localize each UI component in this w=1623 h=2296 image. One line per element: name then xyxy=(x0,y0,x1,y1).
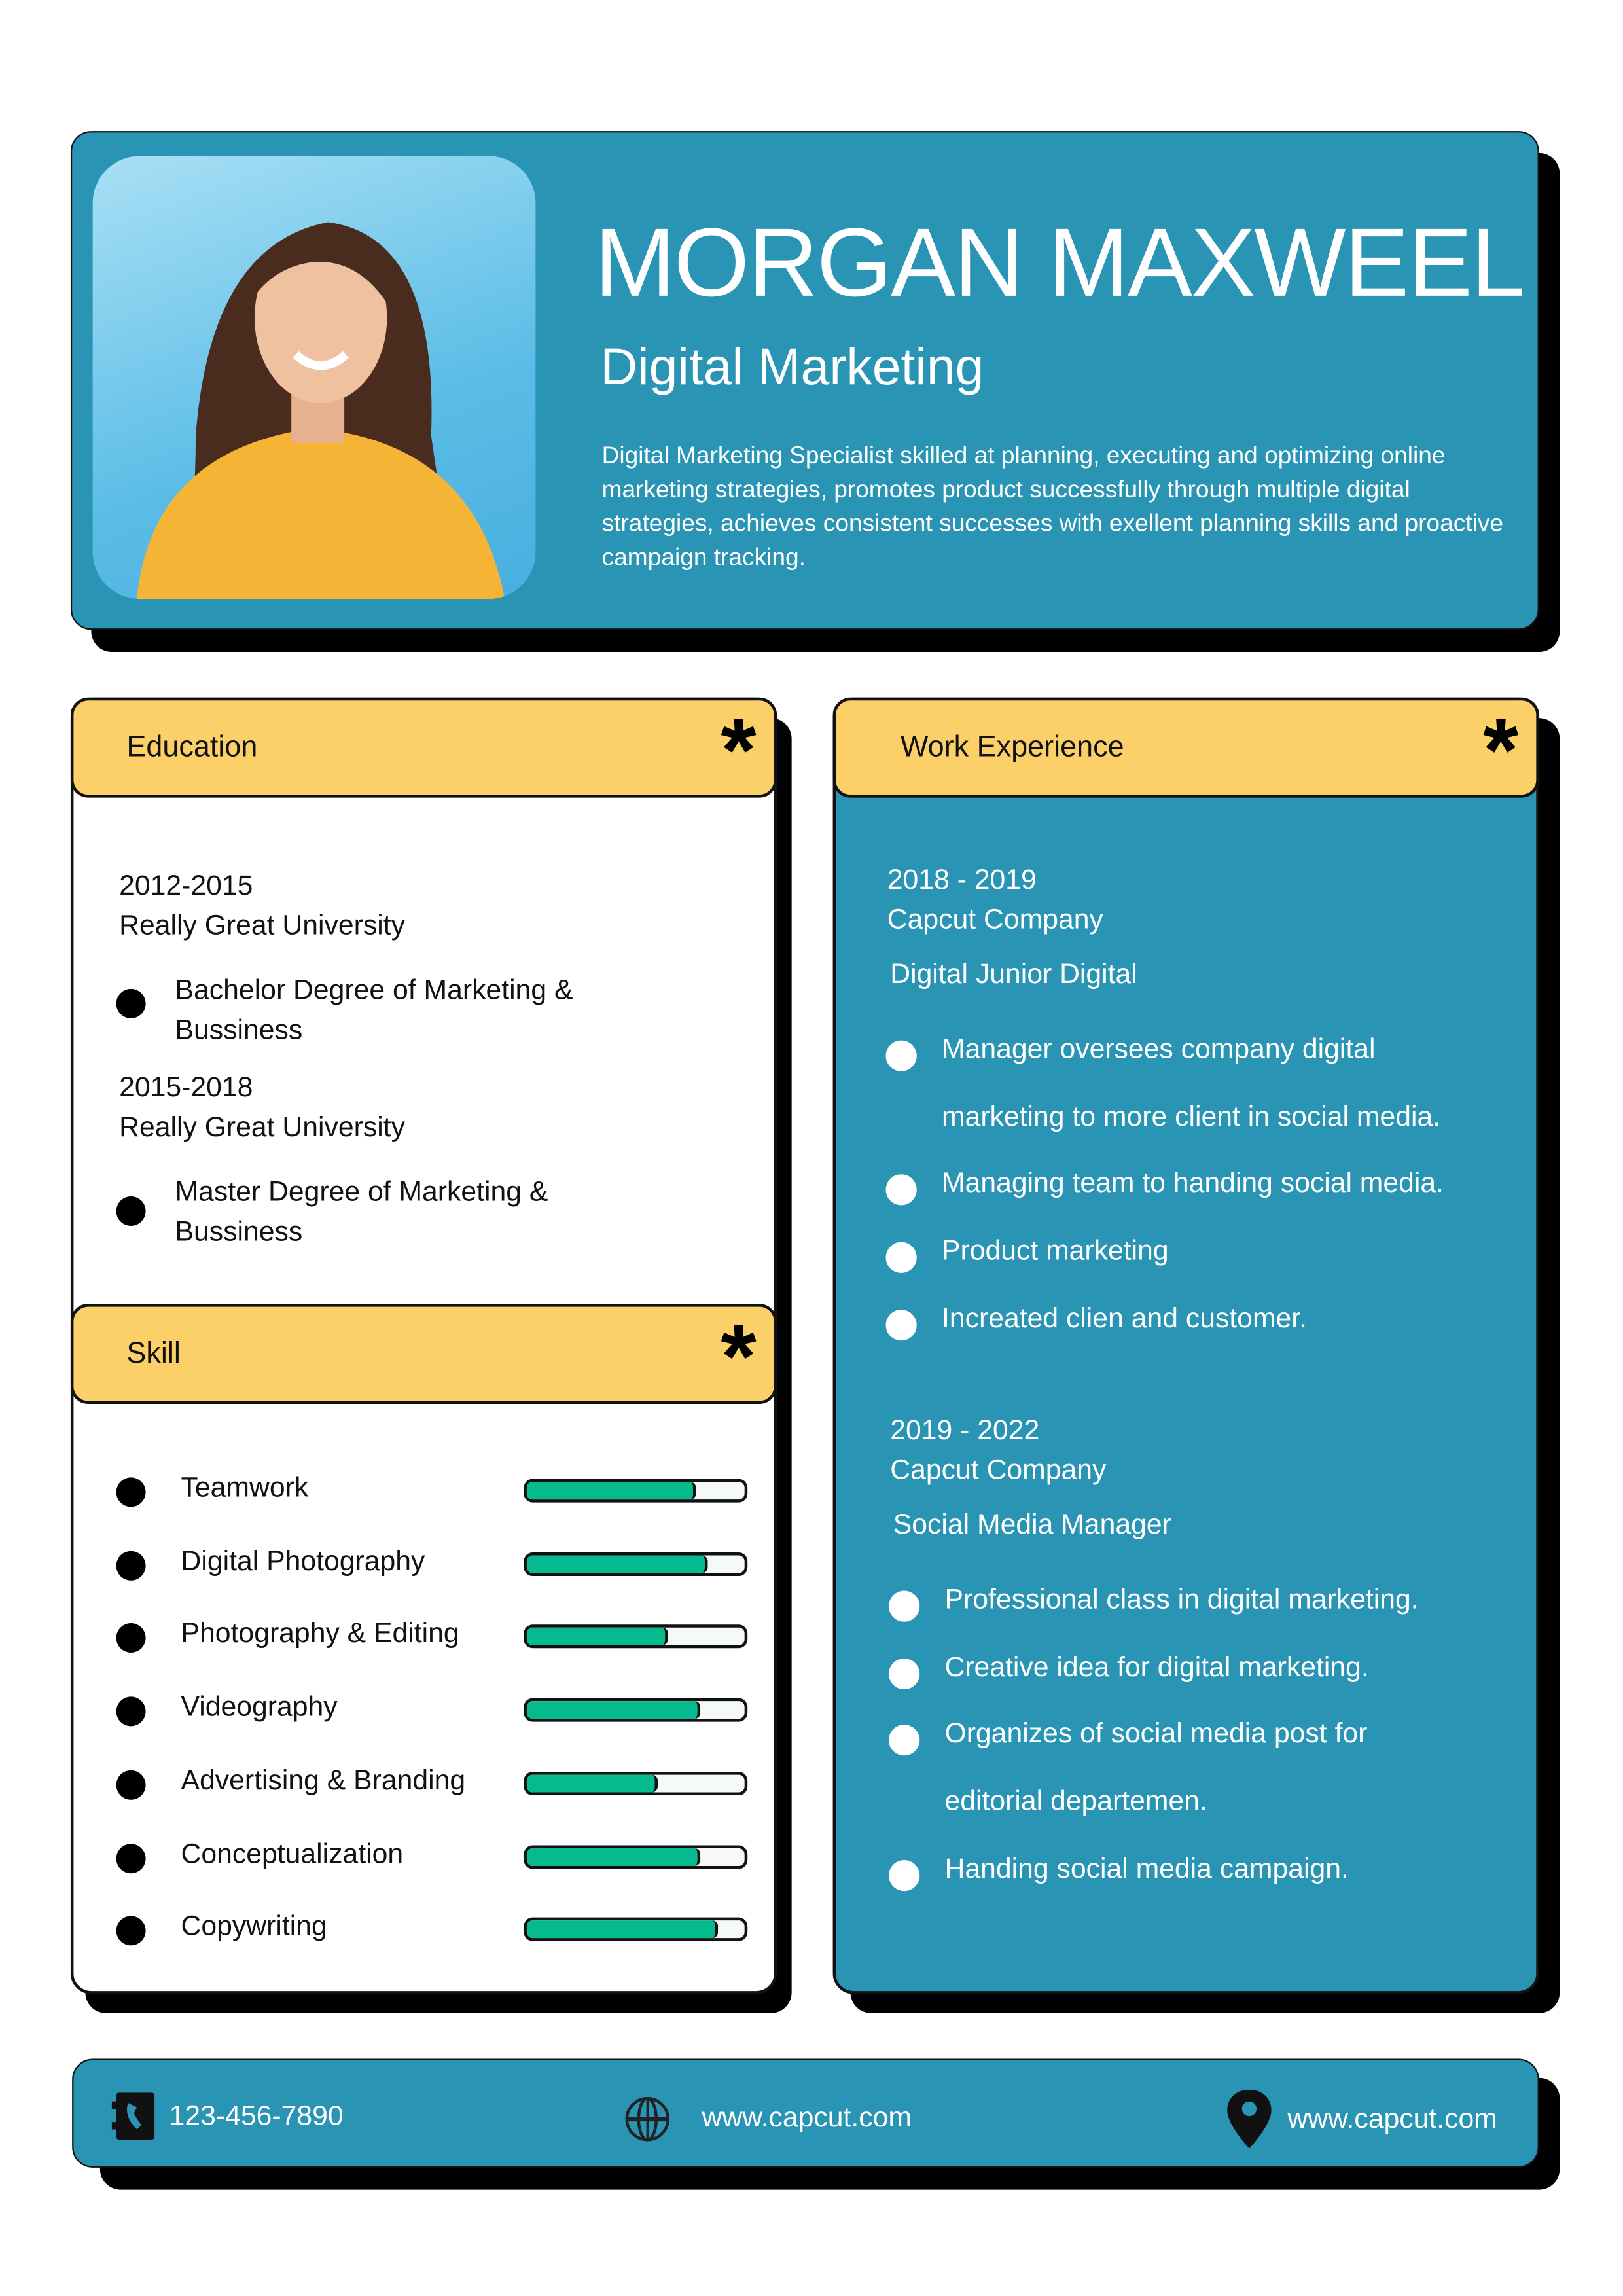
skill-level-fill xyxy=(526,1554,708,1573)
edu-school: Really Great University xyxy=(119,1112,405,1144)
skill-label: Digital Photography xyxy=(181,1546,425,1577)
education-header: Education * xyxy=(70,697,777,802)
skill-label: Conceptualization xyxy=(181,1839,404,1870)
skill-level-bar xyxy=(524,1844,748,1869)
bullet-icon xyxy=(889,1590,920,1622)
header-card: MORGAN MAXWEEL Digital Marketing Digital… xyxy=(70,131,1539,630)
degree-line: Master Degree of Marketing & xyxy=(175,1177,548,1208)
skill-level-fill xyxy=(526,1482,697,1500)
job-bullet: marketing to more client in social media… xyxy=(941,1102,1441,1133)
edu-school: Really Great University xyxy=(119,910,405,942)
skill-level-bar xyxy=(524,1918,748,1942)
bullet-icon xyxy=(885,1175,917,1206)
job-years: 2018 - 2019 xyxy=(887,865,1037,897)
skill-header: Skill * xyxy=(70,1304,777,1408)
degree-line: Bussiness xyxy=(175,1015,303,1047)
summary: Digital Marketing Specialist skilled at … xyxy=(601,442,1504,571)
job-bullet: Handing social media campaign. xyxy=(944,1854,1349,1885)
work-heading: Work Experience xyxy=(901,730,1124,763)
edu-degree: Bachelor Degree of Marketing & Bussiness xyxy=(175,971,573,1050)
bullet-icon xyxy=(116,988,146,1018)
bullet-icon xyxy=(116,1196,146,1226)
bullet-icon xyxy=(889,1658,920,1689)
skill-label: Teamwork xyxy=(181,1473,309,1504)
skill-level-bar xyxy=(524,1771,748,1795)
skill-label: Advertising & Branding xyxy=(181,1765,466,1797)
job-company: Capcut Company xyxy=(890,1455,1107,1486)
bullet-icon xyxy=(885,1309,917,1340)
skill-level-bar xyxy=(524,1552,748,1576)
education-heading: Education xyxy=(126,730,258,763)
contact-bar: 123-456-7890 www.capcut.com www.capcut.c… xyxy=(72,2058,1539,2168)
phone-number: 123-456-7890 xyxy=(169,2101,344,2132)
bullet-icon xyxy=(889,1859,920,1891)
bullet-icon xyxy=(889,1725,920,1757)
skill-heading: Skill xyxy=(126,1336,181,1370)
skill-label: Photography & Editing xyxy=(181,1619,459,1651)
job-bullet: Product marketing xyxy=(941,1236,1169,1268)
bullet-icon xyxy=(116,1843,146,1873)
bullet-icon xyxy=(885,1040,917,1071)
bullet-icon xyxy=(116,1770,146,1800)
job-role: Social Media Manager xyxy=(893,1509,1171,1541)
skill-level-fill xyxy=(526,1847,702,1865)
asterisk-icon: * xyxy=(721,1306,757,1408)
job-bullet: Organizes of social media post for xyxy=(944,1719,1368,1751)
location-text: www.capcut.com xyxy=(1287,2104,1497,2136)
candidate-name: MORGAN MAXWEEL xyxy=(594,207,1525,317)
website-link[interactable]: www.capcut.com xyxy=(702,2102,912,2134)
job-bullet: Managing team to handing social media. xyxy=(941,1169,1444,1200)
profile-photo xyxy=(92,156,536,600)
candidate-title: Digital Marketing xyxy=(600,338,984,396)
bullet-icon xyxy=(116,1551,146,1581)
work-header: Work Experience * xyxy=(832,697,1539,802)
bullet-icon xyxy=(885,1242,917,1274)
job-bullet: Manager oversees company digital xyxy=(941,1034,1376,1066)
skill-label: Videography xyxy=(181,1692,338,1724)
degree-line: Bussiness xyxy=(175,1217,303,1248)
job-company: Capcut Company xyxy=(887,905,1103,936)
bullet-icon xyxy=(116,1916,146,1946)
edu-degree: Master Degree of Marketing & Bussiness xyxy=(175,1173,548,1252)
bullet-icon xyxy=(116,1696,146,1727)
skill-level-fill xyxy=(526,1628,669,1646)
skill-label: Copywriting xyxy=(181,1912,327,1943)
location-pin-icon xyxy=(1227,2089,1272,2149)
job-bullet: Creative idea for digital marketing. xyxy=(944,1652,1369,1683)
skill-level-bar xyxy=(524,1698,748,1722)
bullet-icon xyxy=(116,1477,146,1507)
asterisk-icon: * xyxy=(1483,700,1519,802)
work-card: Work Experience * 2018 - 2019 Capcut Com… xyxy=(832,697,1539,1994)
edu-years: 2015-2018 xyxy=(119,1073,253,1104)
job-years: 2019 - 2022 xyxy=(890,1415,1040,1447)
education-skill-card: Education * 2012-2015 Really Great Unive… xyxy=(70,697,777,1994)
bullet-icon xyxy=(116,1623,146,1653)
phone-icon xyxy=(111,2092,155,2140)
job-bullet: editorial departemen. xyxy=(944,1786,1207,1818)
skill-level-bar xyxy=(524,1479,748,1503)
skill-level-fill xyxy=(526,1701,702,1719)
skill-level-fill xyxy=(526,1920,719,1939)
asterisk-icon: * xyxy=(721,700,757,802)
degree-line: Bachelor Degree of Marketing & xyxy=(175,975,573,1007)
edu-years: 2012-2015 xyxy=(119,871,253,903)
skill-level-bar xyxy=(524,1625,748,1649)
job-bullet: Increated clien and customer. xyxy=(941,1303,1308,1335)
job-bullet: Professional class in digital marketing. xyxy=(944,1585,1419,1616)
globe-icon xyxy=(625,2096,670,2142)
skill-level-fill xyxy=(526,1774,658,1793)
job-role: Digital Junior Digital xyxy=(890,959,1137,991)
